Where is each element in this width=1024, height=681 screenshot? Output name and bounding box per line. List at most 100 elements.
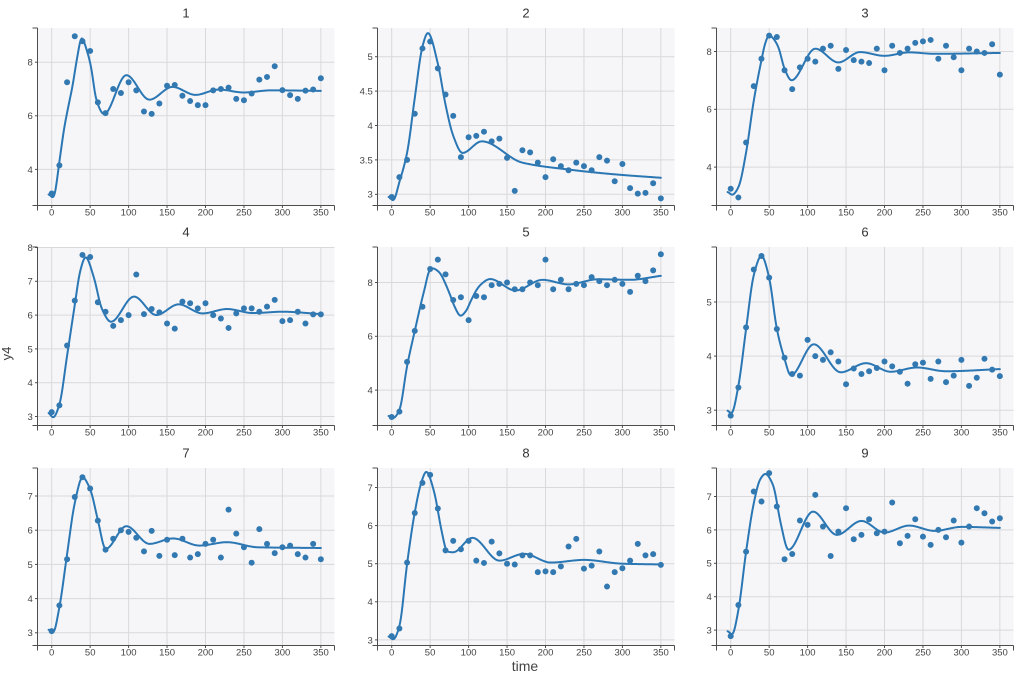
svg-text:2: 2 — [522, 6, 529, 21]
svg-text:250: 250 — [236, 207, 252, 218]
svg-text:5: 5 — [368, 559, 373, 570]
svg-text:3: 3 — [28, 412, 33, 423]
svg-text:1: 1 — [182, 6, 189, 21]
svg-text:3: 3 — [368, 190, 373, 201]
svg-text:0: 0 — [49, 647, 54, 658]
svg-text:150: 150 — [838, 647, 854, 658]
svg-text:200: 200 — [198, 427, 214, 438]
svg-text:7: 7 — [182, 446, 189, 461]
svg-text:100: 100 — [800, 207, 816, 218]
svg-text:0: 0 — [728, 207, 733, 218]
svg-text:7: 7 — [28, 491, 33, 502]
svg-text:4: 4 — [28, 165, 33, 176]
svg-text:350: 350 — [653, 647, 669, 658]
svg-text:7: 7 — [368, 483, 373, 494]
svg-text:8: 8 — [28, 243, 33, 254]
svg-text:4: 4 — [368, 121, 373, 132]
svg-text:250: 250 — [576, 207, 592, 218]
svg-text:y4: y4 — [0, 347, 14, 361]
svg-text:4: 4 — [28, 594, 33, 605]
svg-text:8: 8 — [28, 58, 33, 69]
svg-text:50: 50 — [425, 427, 436, 438]
svg-text:350: 350 — [653, 427, 669, 438]
svg-text:3: 3 — [861, 6, 868, 21]
svg-text:100: 100 — [800, 427, 816, 438]
svg-text:4: 4 — [28, 378, 33, 389]
svg-text:300: 300 — [953, 427, 969, 438]
svg-text:6: 6 — [368, 521, 373, 532]
svg-text:100: 100 — [121, 647, 137, 658]
svg-text:5: 5 — [707, 559, 712, 570]
svg-text:50: 50 — [85, 207, 96, 218]
svg-text:200: 200 — [198, 647, 214, 658]
svg-text:250: 250 — [236, 427, 252, 438]
svg-text:100: 100 — [800, 647, 816, 658]
svg-text:4: 4 — [368, 597, 373, 608]
svg-text:350: 350 — [653, 207, 669, 218]
svg-text:0: 0 — [389, 207, 394, 218]
svg-text:5: 5 — [368, 52, 373, 63]
svg-text:100: 100 — [121, 207, 137, 218]
svg-text:100: 100 — [461, 207, 477, 218]
svg-text:150: 150 — [499, 647, 515, 658]
svg-text:350: 350 — [992, 207, 1008, 218]
svg-text:0: 0 — [389, 427, 394, 438]
svg-text:150: 150 — [838, 207, 854, 218]
svg-text:0: 0 — [728, 427, 733, 438]
svg-text:350: 350 — [992, 647, 1008, 658]
svg-text:3: 3 — [368, 635, 373, 646]
svg-text:4: 4 — [182, 225, 189, 240]
svg-text:200: 200 — [198, 207, 214, 218]
svg-text:300: 300 — [274, 647, 290, 658]
svg-text:9: 9 — [861, 446, 868, 461]
svg-text:50: 50 — [764, 207, 775, 218]
svg-text:250: 250 — [915, 647, 931, 658]
svg-text:250: 250 — [576, 647, 592, 658]
svg-text:6: 6 — [707, 105, 712, 116]
svg-text:5: 5 — [28, 560, 33, 571]
svg-text:6: 6 — [28, 526, 33, 537]
svg-text:300: 300 — [953, 207, 969, 218]
svg-text:200: 200 — [877, 427, 893, 438]
svg-text:250: 250 — [915, 427, 931, 438]
svg-text:4: 4 — [707, 592, 712, 603]
svg-text:300: 300 — [274, 427, 290, 438]
svg-text:250: 250 — [236, 647, 252, 658]
svg-text:50: 50 — [764, 427, 775, 438]
svg-text:150: 150 — [838, 427, 854, 438]
svg-text:8: 8 — [368, 278, 373, 289]
svg-text:50: 50 — [425, 647, 436, 658]
svg-text:3: 3 — [707, 626, 712, 637]
svg-text:6: 6 — [707, 525, 712, 536]
svg-text:time: time — [512, 658, 539, 674]
svg-text:50: 50 — [764, 647, 775, 658]
svg-text:4: 4 — [368, 386, 373, 397]
svg-text:8: 8 — [522, 446, 529, 461]
svg-text:200: 200 — [538, 207, 554, 218]
svg-text:7: 7 — [707, 492, 712, 503]
svg-text:5: 5 — [707, 297, 712, 308]
svg-text:5: 5 — [28, 344, 33, 355]
svg-text:4: 4 — [707, 352, 712, 363]
svg-text:3: 3 — [707, 406, 712, 417]
svg-text:300: 300 — [953, 647, 969, 658]
svg-text:7: 7 — [28, 277, 33, 288]
svg-text:350: 350 — [313, 207, 329, 218]
svg-text:6: 6 — [368, 332, 373, 343]
svg-text:300: 300 — [274, 207, 290, 218]
svg-text:6: 6 — [28, 311, 33, 322]
svg-text:5: 5 — [522, 225, 529, 240]
svg-text:150: 150 — [159, 647, 175, 658]
svg-text:250: 250 — [915, 207, 931, 218]
svg-text:4: 4 — [707, 163, 712, 174]
svg-text:50: 50 — [85, 427, 96, 438]
svg-text:300: 300 — [614, 427, 630, 438]
svg-text:0: 0 — [728, 647, 733, 658]
svg-text:6: 6 — [861, 225, 868, 240]
svg-text:4.5: 4.5 — [360, 87, 373, 98]
svg-text:250: 250 — [576, 427, 592, 438]
svg-text:6: 6 — [28, 111, 33, 122]
svg-text:350: 350 — [313, 427, 329, 438]
svg-text:300: 300 — [614, 207, 630, 218]
svg-text:0: 0 — [389, 647, 394, 658]
